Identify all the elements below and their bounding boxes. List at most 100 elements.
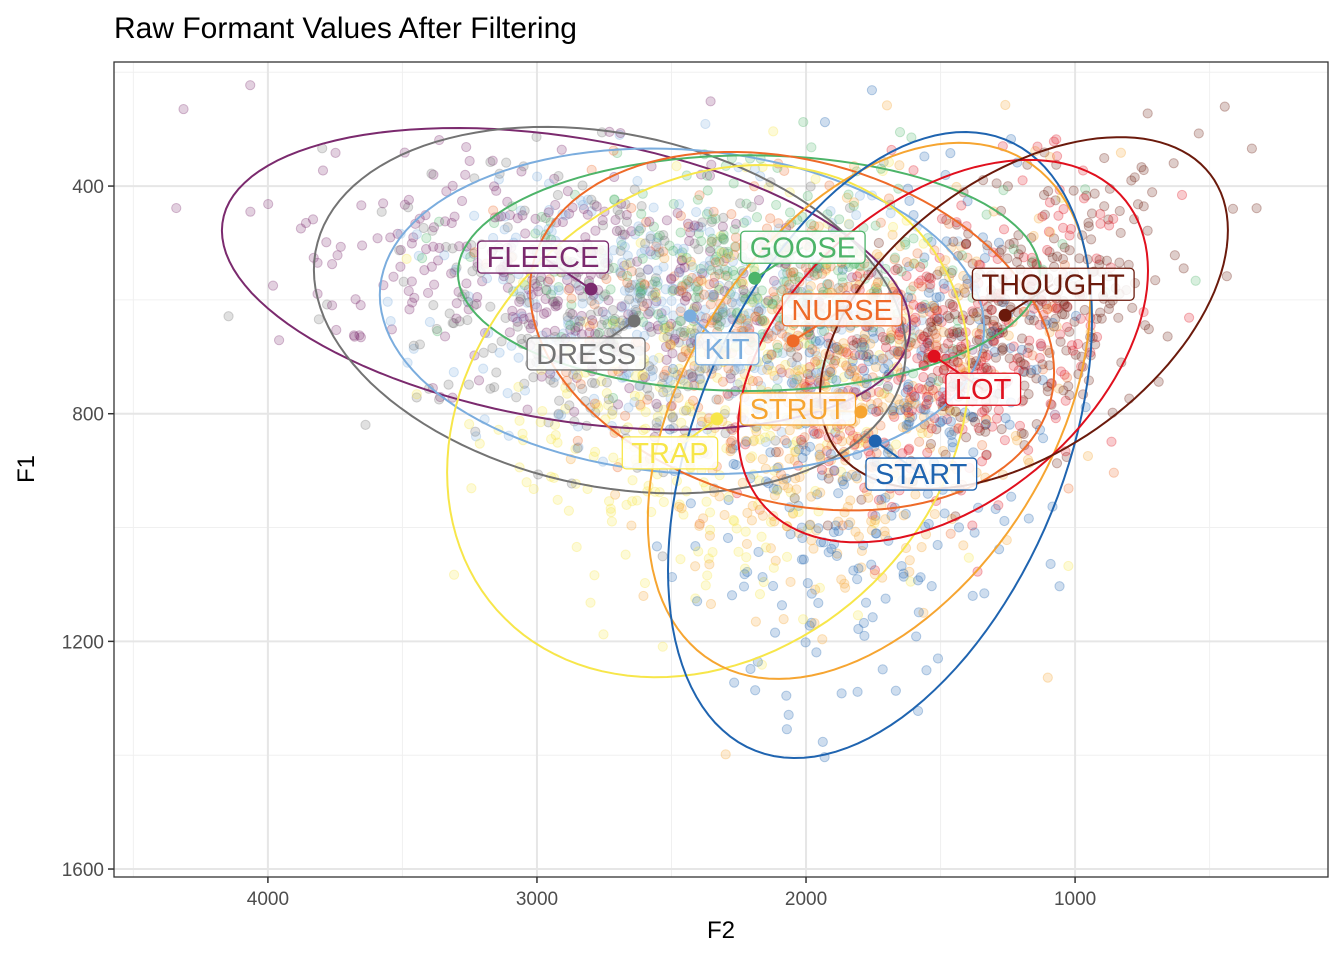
data-point-fleece [421, 244, 432, 255]
data-point-thought [924, 340, 935, 352]
data-point-dress [431, 323, 442, 335]
data-point-fleece [357, 240, 368, 251]
data-point-trap [637, 425, 649, 436]
data-point-thought [948, 236, 959, 247]
data-point-strut [938, 327, 949, 338]
data-point-lot [1017, 175, 1028, 186]
data-point-trap [788, 439, 799, 451]
data-point-goose [812, 269, 823, 280]
data-point-thought [1115, 227, 1126, 239]
data-point-trap [563, 505, 574, 516]
data-point-trap [678, 509, 689, 520]
data-point-trap [814, 582, 825, 593]
data-point-start [809, 428, 820, 439]
data-point-trap [591, 399, 602, 410]
data-point-strut [845, 435, 856, 446]
data-point-fleece [697, 268, 708, 279]
data-point-trap [702, 570, 713, 581]
data-point-kit [672, 243, 683, 254]
data-point-dress [418, 222, 429, 234]
data-point-trap [621, 499, 632, 511]
data-point-goose [947, 265, 958, 276]
data-point-goose [696, 235, 707, 247]
data-point-strut [1000, 99, 1011, 111]
data-point-trap [585, 597, 596, 608]
label-nurse: NURSE [781, 293, 903, 327]
data-point-nurse [601, 273, 612, 285]
data-point-kit [691, 206, 702, 218]
data-point-trap [820, 265, 832, 276]
data-point-trap [905, 576, 916, 587]
data-point-lot [980, 352, 991, 363]
data-point-lot [1043, 226, 1055, 237]
data-point-start [769, 627, 781, 638]
data-point-dress [667, 411, 679, 423]
data-point-thought [770, 447, 782, 458]
data-point-start [867, 612, 878, 623]
data-point-fleece [464, 155, 475, 167]
data-point-strut [809, 618, 820, 629]
data-point-trap [650, 291, 661, 303]
data-point-lot [1008, 360, 1019, 371]
data-point-fleece [603, 295, 614, 306]
data-point-trap [658, 324, 669, 335]
data-point-lot [932, 312, 943, 323]
data-point-nurse [681, 291, 692, 302]
data-point-nurse [785, 267, 796, 278]
data-point-kit [665, 375, 676, 386]
data-point-lot [967, 306, 978, 317]
data-point-kit [655, 312, 666, 323]
data-point-kit [650, 297, 661, 309]
data-point-fleece [434, 242, 445, 254]
data-point-kit [408, 343, 419, 354]
data-point-trap [677, 252, 688, 263]
data-point-nurse [789, 378, 800, 389]
data-point-lot [1022, 347, 1033, 358]
data-point-start [767, 580, 779, 592]
data-point-start [729, 677, 740, 688]
data-point-nurse [676, 285, 687, 296]
data-point-kit [411, 229, 422, 240]
data-point-thought [1127, 302, 1138, 313]
data-point-dress [726, 307, 737, 318]
data-point-kit [952, 236, 964, 247]
data-point-kit [651, 237, 662, 248]
data-point-start [804, 441, 816, 452]
data-point-strut [745, 452, 756, 464]
data-point-thought [1014, 352, 1025, 363]
data-point-lot [979, 405, 990, 416]
data-point-trap [674, 499, 685, 510]
data-point-trap [862, 351, 873, 363]
data-point-start [852, 686, 863, 697]
data-point-lot [998, 224, 1010, 235]
data-point-trap [1063, 560, 1074, 572]
data-point-fleece [730, 218, 742, 229]
data-point-start [838, 479, 850, 490]
data-point-kit [642, 264, 653, 275]
data-point-start [929, 300, 940, 311]
data-point-fleece [763, 295, 774, 306]
data-point-fleece [725, 373, 736, 384]
data-point-goose [652, 232, 663, 243]
data-point-thought [1044, 246, 1055, 258]
data-point-dress [554, 395, 565, 406]
data-point-trap [723, 491, 734, 502]
data-point-thought [1129, 172, 1140, 183]
data-point-thought [1024, 314, 1035, 326]
data-point-trap [765, 516, 777, 528]
data-point-kit [688, 222, 699, 233]
data-point-nurse [696, 274, 707, 286]
data-point-goose [896, 266, 907, 277]
data-point-trap [768, 126, 779, 137]
data-point-trap [713, 282, 724, 294]
data-point-fleece [584, 327, 595, 338]
data-point-start [757, 572, 768, 583]
data-point-thought [1015, 356, 1026, 368]
data-point-fleece [348, 330, 360, 341]
data-point-dress [662, 331, 673, 343]
data-point-kit [632, 175, 643, 187]
data-point-goose [781, 276, 792, 287]
data-point-trap [686, 323, 697, 335]
data-point-strut [952, 357, 964, 368]
data-point-dress [562, 311, 573, 323]
